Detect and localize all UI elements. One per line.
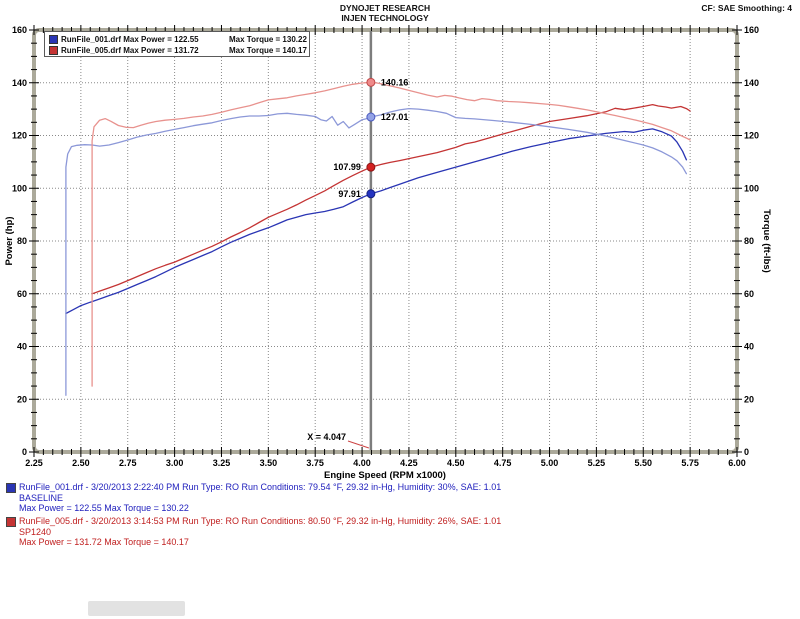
x-tick-label: 2.75 bbox=[119, 458, 137, 468]
axis-frame-layer bbox=[29, 25, 742, 457]
value-marker bbox=[366, 77, 376, 87]
y-tick-label-right: 80 bbox=[744, 236, 754, 246]
y-tick-label-left: 160 bbox=[12, 25, 27, 35]
x-tick-label: 6.00 bbox=[728, 458, 746, 468]
baseline-power-curve bbox=[65, 128, 688, 315]
x-tick-label: 5.00 bbox=[541, 458, 559, 468]
dyno-plot: 140.16 127.01 107.99 97.91 Engine Speed (RP… bbox=[4, 25, 772, 481]
y-axis-right-title: Torque (ft-lbs) bbox=[761, 209, 772, 273]
legend-box: RunFile_001.drf Max Power = 122.55 Max T… bbox=[44, 31, 310, 57]
x-tick-label: 4.75 bbox=[494, 458, 512, 468]
sp1240-run-icon bbox=[6, 517, 16, 527]
y-tick-label-right: 60 bbox=[744, 289, 754, 299]
x-tick-label: 2.25 bbox=[25, 458, 43, 468]
header-title-line2: INJEN TECHNOLOGY bbox=[341, 13, 429, 23]
y-tick-label-left: 0 bbox=[22, 447, 27, 457]
x-tick-label: 4.50 bbox=[447, 458, 465, 468]
y-tick-label-left: 60 bbox=[17, 289, 27, 299]
cursor-label-pointer bbox=[347, 440, 370, 449]
y-tick-label-right: 160 bbox=[744, 25, 759, 35]
chart-header: DYNOJET RESEARCH INJEN TECHNOLOGY bbox=[0, 3, 770, 23]
y-tick-label-right: 100 bbox=[744, 183, 759, 193]
sp1240-power-curve bbox=[91, 103, 691, 295]
axis-labels-layer: Engine Speed (RPM x1000) Power (hp) Torq… bbox=[4, 25, 772, 481]
x-tick-label: 5.75 bbox=[681, 458, 699, 468]
x-tick-label: 4.00 bbox=[353, 458, 371, 468]
y-tick-label-right: 20 bbox=[744, 394, 754, 404]
x-tick-label: 4.25 bbox=[400, 458, 418, 468]
legend-row-sp1240: RunFile_005.drf Max Power = 131.72 Max T… bbox=[49, 45, 309, 56]
x-tick-label: 3.00 bbox=[166, 458, 184, 468]
baseline-torque-curve bbox=[65, 107, 688, 396]
cf-smoothing-label: CF: SAE Smoothing: 4 bbox=[701, 3, 792, 13]
sp1240-run-conditions: RunFile_005.drf - 3/20/2013 3:14:53 PM R… bbox=[19, 516, 502, 526]
baseline-run-maxvalues: Max Power = 122.55 Max Torque = 130.22 bbox=[19, 503, 189, 513]
value-marker bbox=[366, 189, 376, 199]
sp1240-run-maxvalues: Max Power = 131.72 Max Torque = 140.17 bbox=[19, 537, 189, 547]
header-title-line1: DYNOJET RESEARCH bbox=[339, 3, 431, 13]
cursor-layer: 140.16 127.01 107.99 97.91 bbox=[333, 31, 408, 450]
bottom-left-artifact bbox=[88, 601, 185, 616]
y-tick-label-right: 140 bbox=[744, 78, 759, 88]
y-tick-label-left: 120 bbox=[12, 131, 27, 141]
x-axis-title: Engine Speed (RPM x1000) bbox=[324, 470, 446, 481]
y-axis-left-title: Power (hp) bbox=[4, 216, 15, 265]
value-marker-label: 107.99 bbox=[333, 162, 361, 172]
sp1240-color-swatch-icon bbox=[49, 46, 58, 55]
y-tick-label-left: 20 bbox=[17, 394, 27, 404]
curves-layer bbox=[65, 81, 691, 396]
legend-baseline-torque: Max Torque = 130.22 bbox=[229, 35, 307, 44]
run-info-sp1240: RunFile_005.drf - 3/20/2013 3:14:53 PM R… bbox=[0, 516, 501, 548]
y-tick-label-right: 0 bbox=[744, 447, 749, 457]
y-tick-label-left: 140 bbox=[12, 78, 27, 88]
legend-row-baseline: RunFile_001.drf Max Power = 122.55 Max T… bbox=[49, 34, 309, 45]
x-tick-label: 2.50 bbox=[72, 458, 90, 468]
sp1240-torque-curve bbox=[91, 81, 691, 387]
baseline-run-conditions: RunFile_001.drf - 3/20/2013 2:22:40 PM R… bbox=[19, 482, 502, 492]
value-marker-label: 140.16 bbox=[381, 77, 409, 87]
x-tick-label: 3.25 bbox=[213, 458, 231, 468]
legend-baseline-power: RunFile_001.drf Max Power = 122.55 bbox=[61, 35, 199, 44]
grid-layer bbox=[34, 30, 737, 452]
value-marker bbox=[366, 162, 376, 172]
legend-sp1240-torque: Max Torque = 140.17 bbox=[229, 46, 307, 55]
value-marker-label: 97.91 bbox=[338, 189, 361, 199]
y-tick-label-left: 80 bbox=[17, 236, 27, 246]
baseline-color-swatch-icon bbox=[49, 35, 58, 44]
cursor-x-readout: X = 4.047 bbox=[307, 432, 346, 442]
baseline-run-name: BASELINE bbox=[19, 492, 64, 503]
x-tick-label: 3.50 bbox=[260, 458, 278, 468]
value-marker-label: 127.01 bbox=[381, 112, 409, 122]
legend-sp1240-power: RunFile_005.drf Max Power = 131.72 bbox=[61, 46, 199, 55]
x-tick-label: 3.75 bbox=[306, 458, 324, 468]
y-tick-label-left: 40 bbox=[17, 342, 27, 352]
value-marker bbox=[366, 112, 376, 122]
run-info-baseline: RunFile_001.drf - 3/20/2013 2:22:40 PM R… bbox=[0, 482, 501, 514]
y-tick-label-right: 40 bbox=[744, 342, 754, 352]
sp1240-run-name: SP1240 bbox=[19, 526, 52, 537]
y-tick-label-right: 120 bbox=[744, 131, 759, 141]
x-tick-label: 5.25 bbox=[588, 458, 606, 468]
baseline-run-icon bbox=[6, 483, 16, 493]
y-tick-label-left: 100 bbox=[12, 183, 27, 193]
x-tick-label: 5.50 bbox=[635, 458, 653, 468]
